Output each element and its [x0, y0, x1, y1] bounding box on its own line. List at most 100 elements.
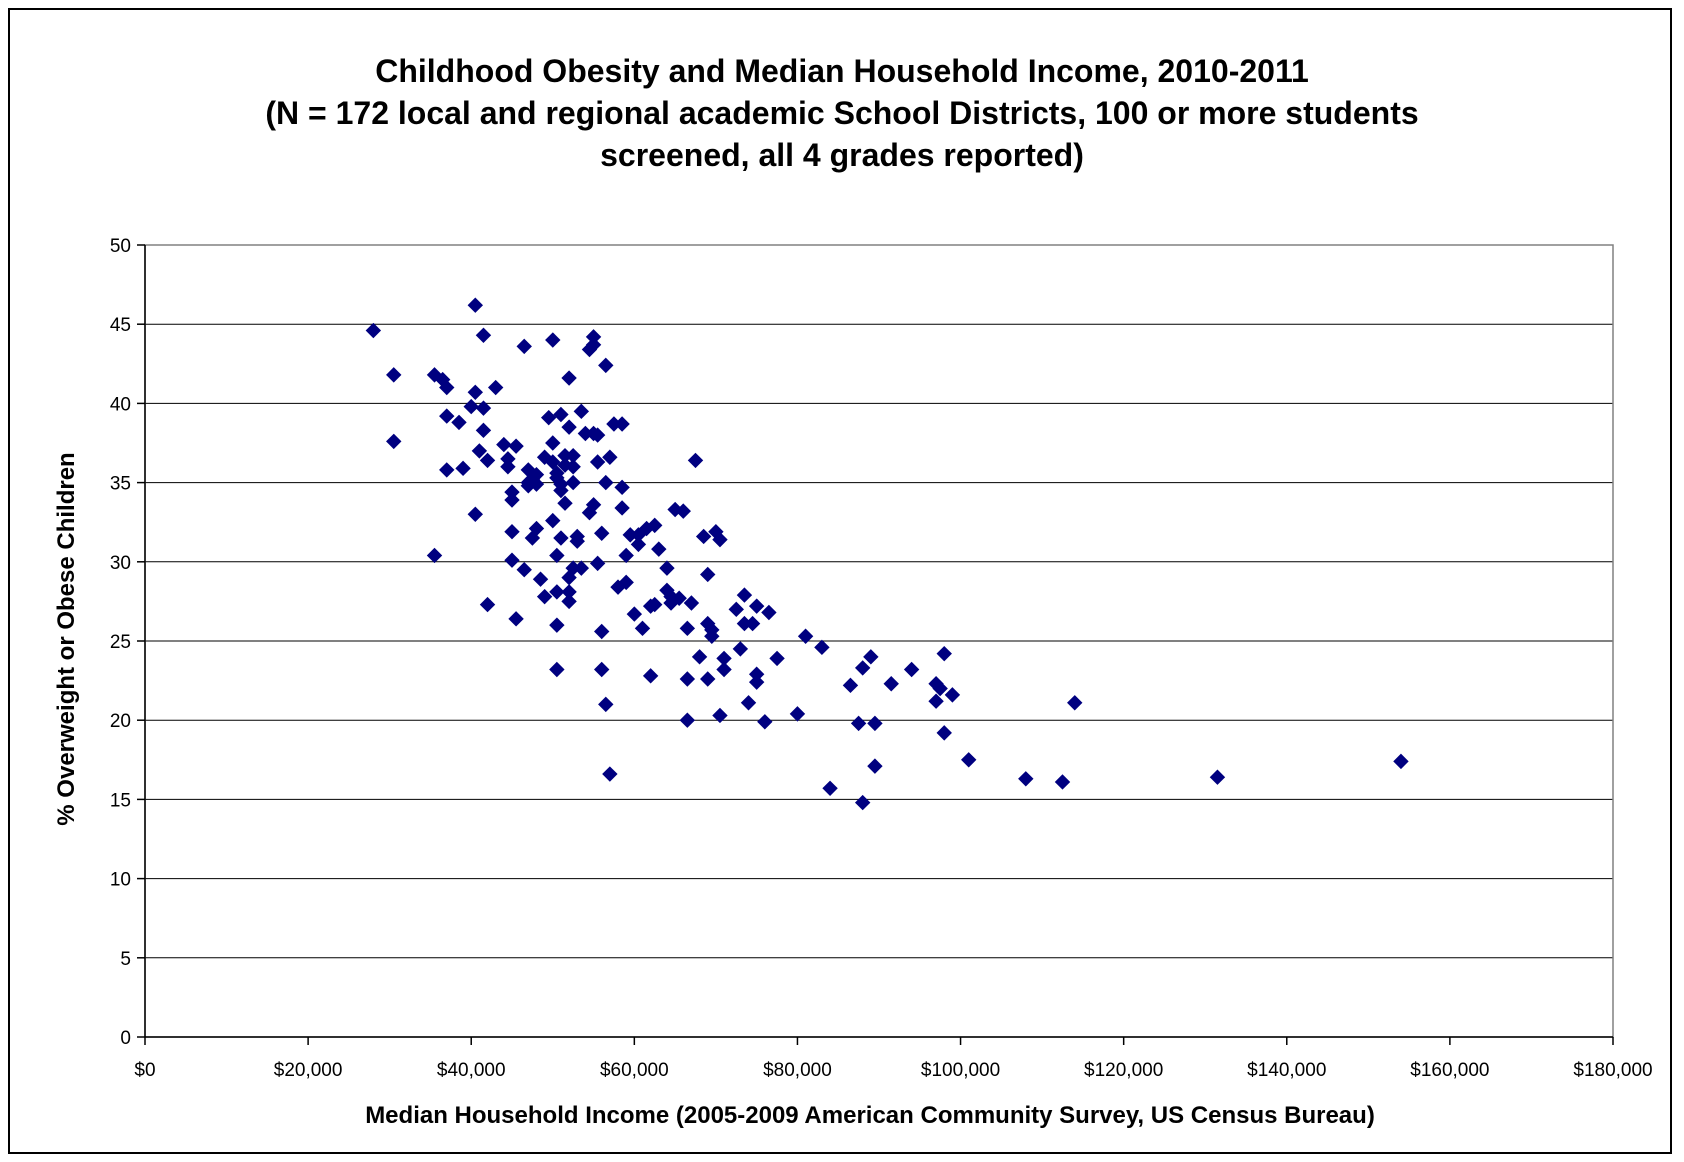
data-point — [594, 623, 610, 640]
data-point — [598, 474, 614, 491]
data-point — [936, 725, 952, 741]
data-point — [1018, 771, 1034, 787]
x-tick-label: $180,000 — [1573, 1060, 1652, 1081]
data-point — [863, 649, 879, 665]
data-point — [589, 555, 606, 572]
x-tick-label: $140,000 — [1247, 1060, 1326, 1081]
data-point — [569, 533, 585, 549]
data-point — [675, 503, 691, 519]
x-tick-label: $100,000 — [921, 1060, 1000, 1081]
data-point — [712, 531, 728, 548]
data-point — [439, 462, 455, 478]
data-point — [598, 357, 614, 374]
data-point — [850, 715, 867, 732]
data-point — [585, 337, 602, 353]
data-point — [642, 668, 659, 684]
data-point — [700, 566, 716, 583]
data-point — [1209, 769, 1226, 785]
y-tick-label: 50 — [110, 236, 131, 257]
data-point — [561, 593, 577, 610]
data-point — [455, 460, 471, 477]
data-point — [867, 715, 883, 732]
gridlines — [145, 323, 1613, 959]
data-point — [687, 452, 704, 469]
data-point — [504, 523, 520, 540]
data-point — [573, 560, 590, 576]
chart-title-line-1: Childhood Obesity and Median Household I… — [375, 53, 1309, 89]
data-point — [479, 596, 496, 613]
data-point — [487, 379, 504, 396]
data-point — [439, 379, 455, 396]
data-point — [854, 794, 871, 811]
data-point — [822, 780, 838, 797]
data-point — [549, 661, 565, 678]
x-tick-label: $80,000 — [763, 1060, 832, 1081]
data-point — [545, 454, 561, 470]
data-point — [700, 671, 716, 687]
data-point — [524, 530, 541, 546]
data-point — [614, 500, 630, 516]
x-tick-label: $40,000 — [437, 1060, 506, 1081]
data-point — [553, 406, 569, 423]
data-point — [748, 598, 765, 614]
y-tick-label: 25 — [110, 632, 131, 653]
data-point — [463, 398, 479, 415]
data-point — [504, 492, 520, 508]
data-point — [557, 495, 573, 511]
data-point — [647, 517, 663, 534]
y-tick-label: 5 — [120, 949, 131, 970]
data-point — [695, 528, 712, 545]
data-point — [589, 454, 606, 470]
chart-title-line-3: screened, all 4 grades reported) — [600, 137, 1084, 173]
data-point — [594, 661, 610, 678]
data-point — [748, 674, 765, 690]
tick-labels: 0 5 10 15 20 25 30 35 40 45 50 $0 $20,000 $40,000 $60,… — [110, 236, 1653, 1081]
data-point — [602, 766, 618, 782]
data-point — [744, 615, 761, 632]
data-point — [475, 422, 492, 439]
data-point — [736, 587, 753, 603]
data-point — [712, 707, 728, 724]
data-point — [651, 541, 667, 557]
x-tick-label: $0 — [134, 1060, 155, 1081]
data-point — [549, 584, 565, 600]
data-point — [594, 525, 610, 541]
data-points — [365, 297, 1409, 811]
data-point — [532, 571, 549, 587]
data-point — [598, 696, 614, 713]
data-point — [618, 547, 634, 564]
data-point — [602, 449, 618, 465]
data-point — [936, 645, 952, 662]
data-point — [467, 297, 484, 313]
data-point — [545, 512, 561, 529]
data-point — [728, 601, 744, 618]
y-axis-title: % Overweight or Obese Children — [53, 452, 80, 825]
y-tick-label: 30 — [110, 553, 131, 574]
data-point — [614, 416, 630, 432]
y-tick-label: 15 — [110, 790, 131, 811]
data-point — [553, 482, 569, 499]
data-point — [549, 547, 565, 564]
data-point — [671, 590, 687, 606]
chart-frame — [8, 8, 1672, 1154]
data-point — [479, 452, 496, 469]
y-tick-label: 35 — [110, 474, 131, 495]
x-tick-label: $160,000 — [1410, 1060, 1489, 1081]
data-point — [842, 677, 859, 694]
data-point — [545, 435, 561, 451]
data-point — [944, 687, 961, 703]
data-point — [618, 574, 634, 591]
data-point — [1393, 753, 1409, 770]
data-point — [471, 443, 488, 459]
y-tick-label: 0 — [120, 1028, 131, 1049]
y-tick-label: 45 — [110, 315, 131, 336]
data-point — [496, 436, 512, 453]
x-tick-label: $120,000 — [1084, 1060, 1163, 1081]
data-point — [961, 752, 977, 768]
x-tick-label: $60,000 — [600, 1060, 669, 1081]
data-point — [536, 588, 553, 605]
y-tick-label: 10 — [110, 870, 131, 891]
x-axis-title: Median Household Income (2005-2009 Ameri… — [365, 1102, 1375, 1129]
data-point — [565, 474, 581, 491]
data-point — [589, 427, 606, 443]
